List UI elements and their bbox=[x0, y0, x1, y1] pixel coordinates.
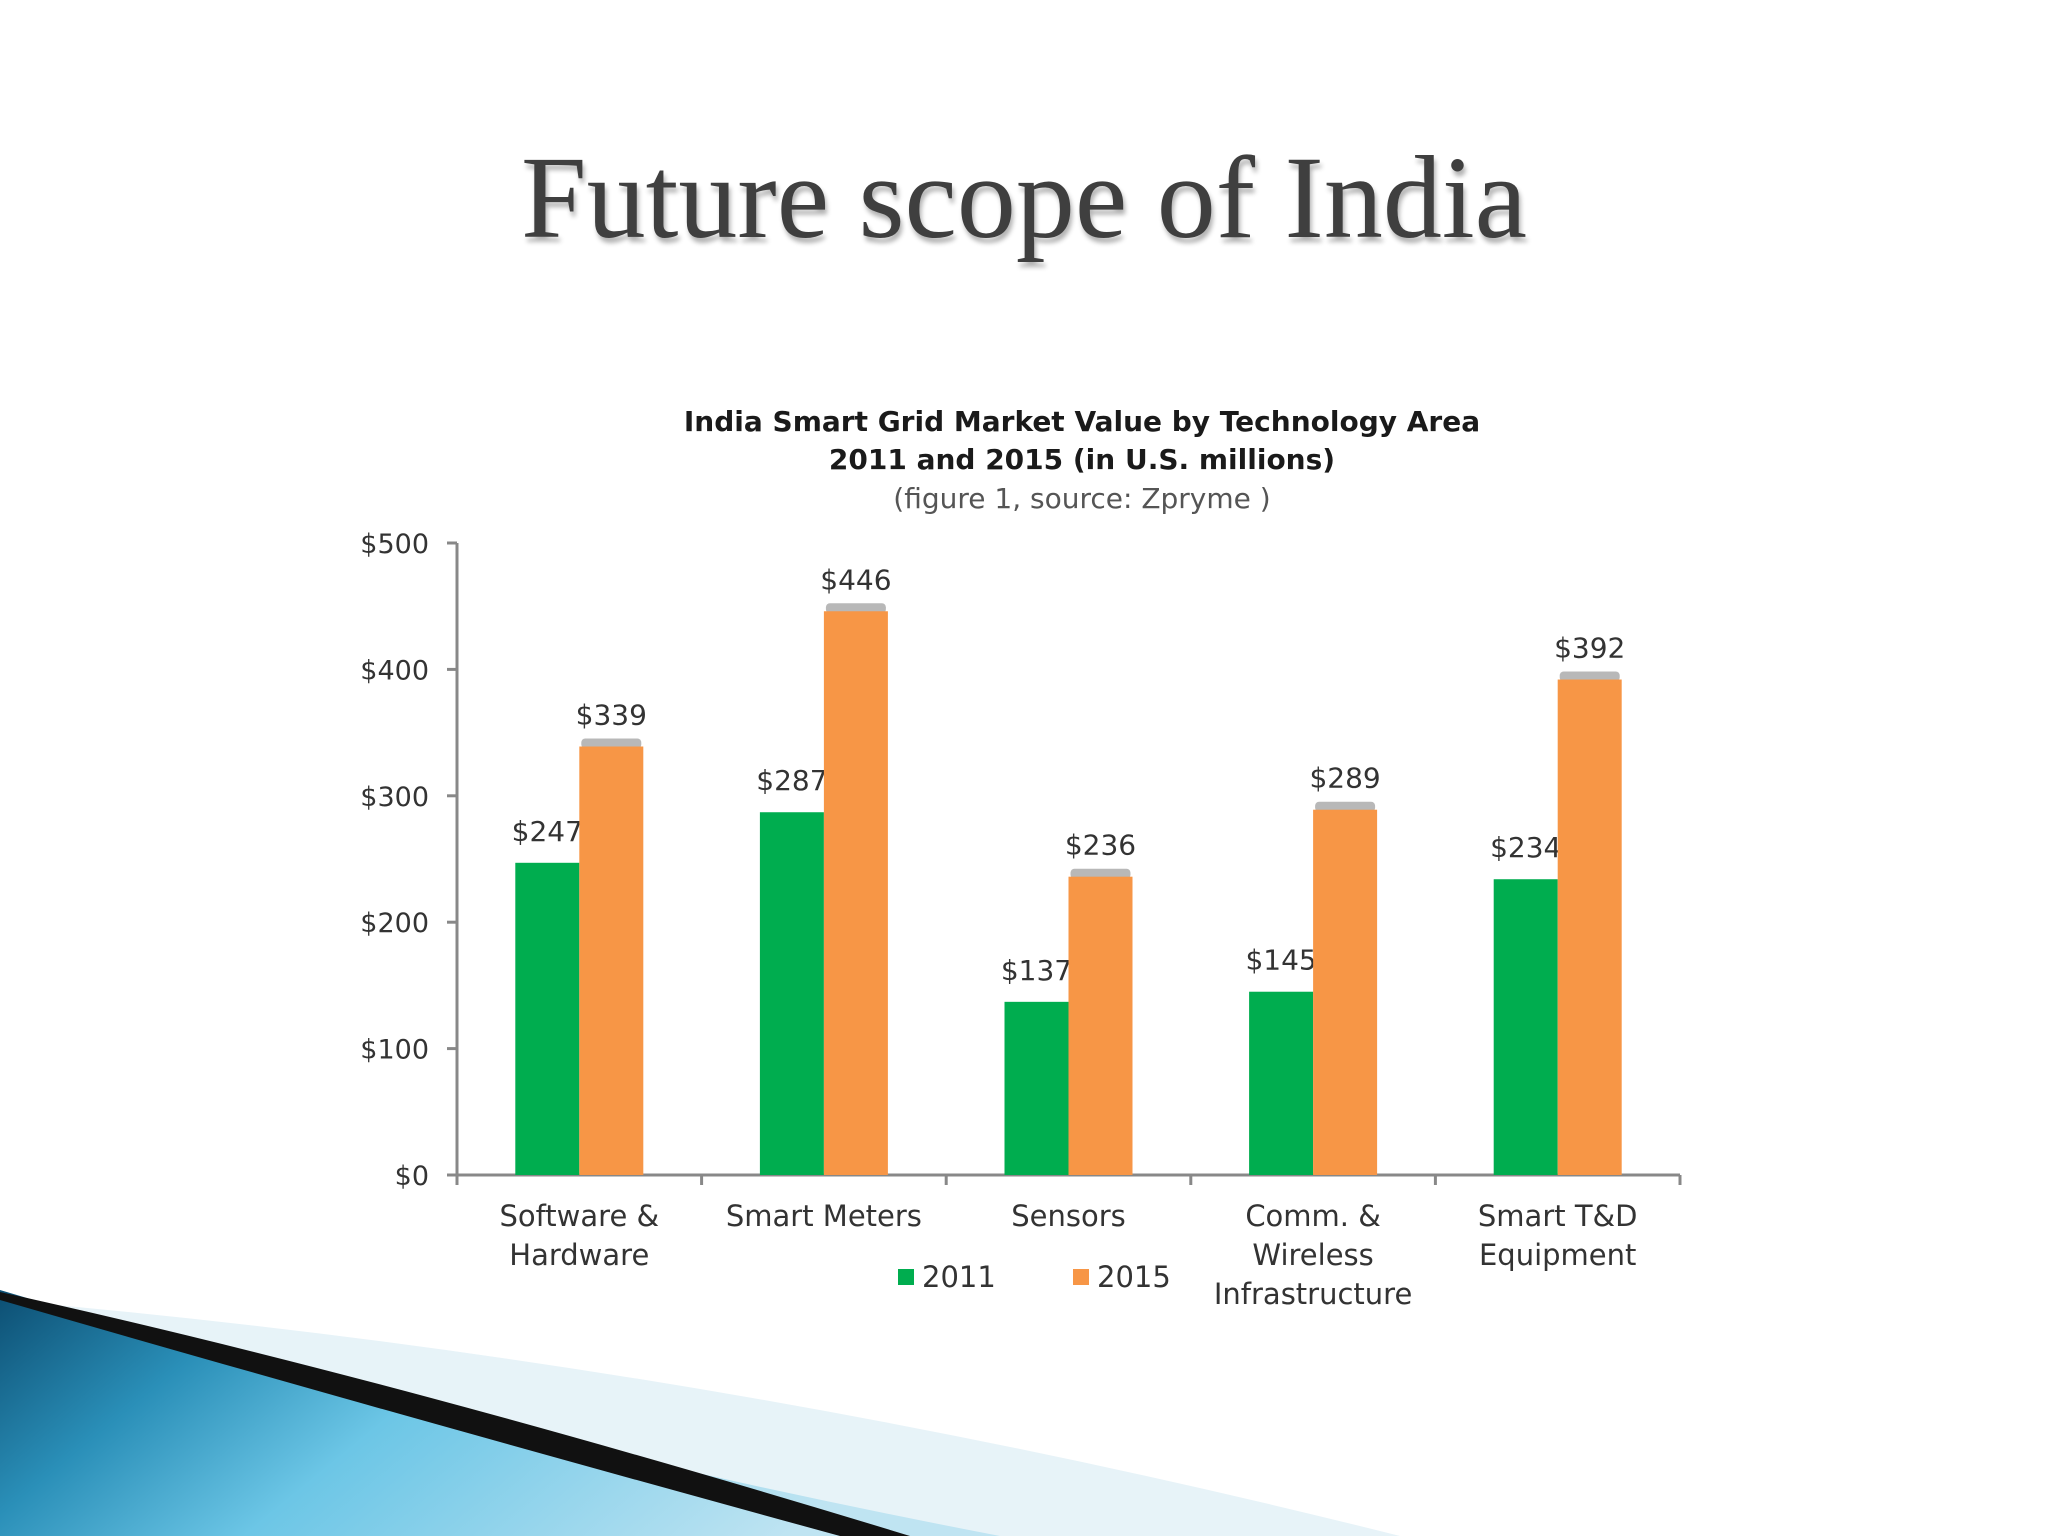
bar-2015 bbox=[823, 611, 888, 1175]
slide-title: Future scope of India bbox=[521, 132, 1527, 263]
data-label-2011: $234 bbox=[1490, 831, 1561, 864]
legend-swatch-2015 bbox=[1073, 1269, 1089, 1285]
x-category-label: Smart T&D bbox=[1478, 1199, 1638, 1233]
data-label-2015: $392 bbox=[1554, 632, 1625, 665]
bar-2015 bbox=[1068, 876, 1133, 1175]
bar-top-shadow bbox=[1559, 671, 1620, 682]
y-tick-label: $200 bbox=[360, 908, 429, 939]
x-category-label: Wireless bbox=[1252, 1238, 1373, 1272]
bar-2011 bbox=[1493, 879, 1558, 1175]
chart-title-line-2: 2011 and 2015 (in U.S. millions) bbox=[829, 443, 1335, 476]
y-tick-label: $300 bbox=[360, 782, 429, 813]
bar-2011 bbox=[515, 862, 580, 1175]
data-label-2011: $145 bbox=[1245, 944, 1316, 977]
legend: 2011 2015 bbox=[898, 1260, 1171, 1294]
bar-2011 bbox=[1004, 1001, 1069, 1175]
data-label-2011: $287 bbox=[756, 764, 827, 797]
y-tick-label: $100 bbox=[360, 1035, 429, 1066]
x-category-label: Infrastructure bbox=[1214, 1277, 1412, 1311]
swoosh-black-stripe bbox=[0, 1292, 910, 1536]
legend-swatch-2011 bbox=[898, 1269, 914, 1285]
x-category-label: Comm. & bbox=[1245, 1199, 1381, 1233]
bar-2015 bbox=[1313, 809, 1378, 1175]
y-tick-label: $400 bbox=[360, 655, 429, 686]
x-category-label: Sensors bbox=[1011, 1199, 1126, 1233]
x-category-label: Software & bbox=[499, 1199, 659, 1233]
bar-top-shadow bbox=[581, 738, 642, 749]
legend-label-2015: 2015 bbox=[1097, 1260, 1171, 1294]
x-category-label: Smart Meters bbox=[726, 1199, 922, 1233]
x-category-label: Hardware bbox=[509, 1238, 649, 1272]
y-tick-label: $500 bbox=[360, 529, 429, 560]
bar-2015 bbox=[579, 746, 644, 1175]
data-label-2015: $446 bbox=[820, 563, 891, 596]
swoosh-blue-shape bbox=[0, 1290, 1000, 1536]
data-label-2015: $236 bbox=[1065, 829, 1136, 862]
data-label-2015: $289 bbox=[1309, 762, 1380, 795]
bar-2011 bbox=[759, 812, 824, 1175]
bar-top-shadow bbox=[1070, 868, 1131, 879]
data-label-2015: $339 bbox=[576, 699, 647, 732]
bar-2011 bbox=[1249, 991, 1314, 1175]
chart-title-line-1: India Smart Grid Market Value by Technol… bbox=[684, 405, 1480, 438]
bar-top-shadow bbox=[825, 603, 886, 614]
chart-source: (figure 1, source: Zpryme ) bbox=[893, 482, 1270, 515]
legend-label-2011: 2011 bbox=[922, 1260, 996, 1294]
bar-top-shadow bbox=[1315, 801, 1376, 812]
x-category-label: Equipment bbox=[1479, 1238, 1636, 1272]
data-label-2011: $137 bbox=[1001, 954, 1072, 987]
data-label-2011: $247 bbox=[512, 815, 583, 848]
y-tick-label: $0 bbox=[395, 1161, 429, 1192]
plot-area: $0 $100 $200 $300 $400 $500 Software & Hardware… bbox=[360, 529, 1682, 1311]
bar-2015 bbox=[1557, 679, 1622, 1175]
